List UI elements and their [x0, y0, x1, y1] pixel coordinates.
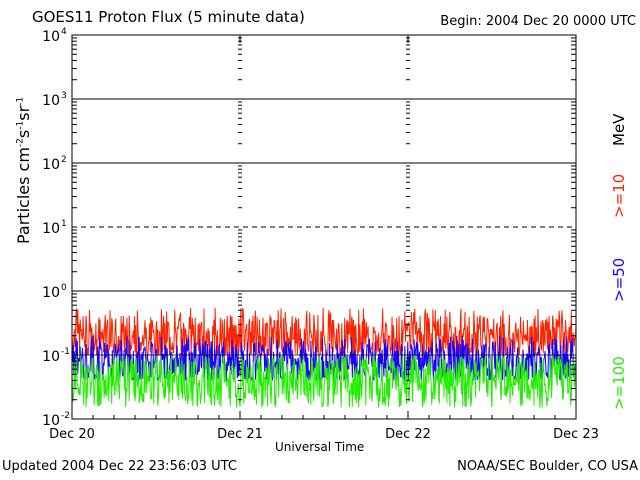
- y-tick-label: 10: [42, 285, 60, 301]
- series-line-2: [71, 354, 577, 408]
- y-tick-label: 10: [42, 157, 60, 173]
- y-tick-exponent: 2: [61, 155, 67, 165]
- series-layer: [71, 307, 577, 408]
- legend-ge50: >=50: [610, 257, 628, 302]
- x-tick-label: Dec 22: [385, 427, 431, 442]
- legend-ge10: >=10: [610, 173, 628, 218]
- legend-ge100: >=100: [610, 356, 628, 410]
- series-line-1: [71, 335, 577, 382]
- y-tick-exponent: 3: [61, 91, 67, 101]
- y-tick-exponent: 4: [61, 27, 67, 37]
- y-tick-exponent: 1: [61, 219, 67, 229]
- y-tick-label: 10: [42, 93, 60, 109]
- x-tick-label: Dec 21: [217, 427, 263, 442]
- legend-unit-label: MeV: [610, 113, 628, 146]
- y-tick-label: 10: [42, 221, 60, 237]
- y-tick-exponent: 0: [61, 283, 67, 293]
- plot-frame: [71, 34, 577, 420]
- chart-title: GOES11 Proton Flux (5 minute data): [32, 8, 305, 26]
- series-line-0: [71, 307, 577, 357]
- y-tick-label: 10: [42, 349, 60, 365]
- y-tick-label: 10: [42, 413, 60, 429]
- updated-timestamp: Updated 2004 Dec 22 23:56:03 UTC: [2, 459, 237, 474]
- x-tick-labels: Dec 20 Dec 21 Dec 22 Dec 23: [49, 427, 599, 442]
- x-axis-label: Universal Time: [275, 440, 365, 454]
- credit-text: NOAA/SEC Boulder, CO USA: [457, 459, 638, 474]
- y-tick-exponent: -1: [61, 347, 70, 357]
- y-tick-exponent: -2: [61, 411, 70, 421]
- grid-layer: [72, 35, 576, 419]
- x-tick-label: Dec 20: [49, 427, 95, 442]
- x-tick-label: Dec 23: [553, 427, 599, 442]
- begin-time: Begin: 2004 Dec 20 0000 UTC: [440, 14, 636, 29]
- y-tick-label: 10: [42, 29, 60, 45]
- y-axis-label: Particles cm-2s-1sr-1: [14, 96, 33, 244]
